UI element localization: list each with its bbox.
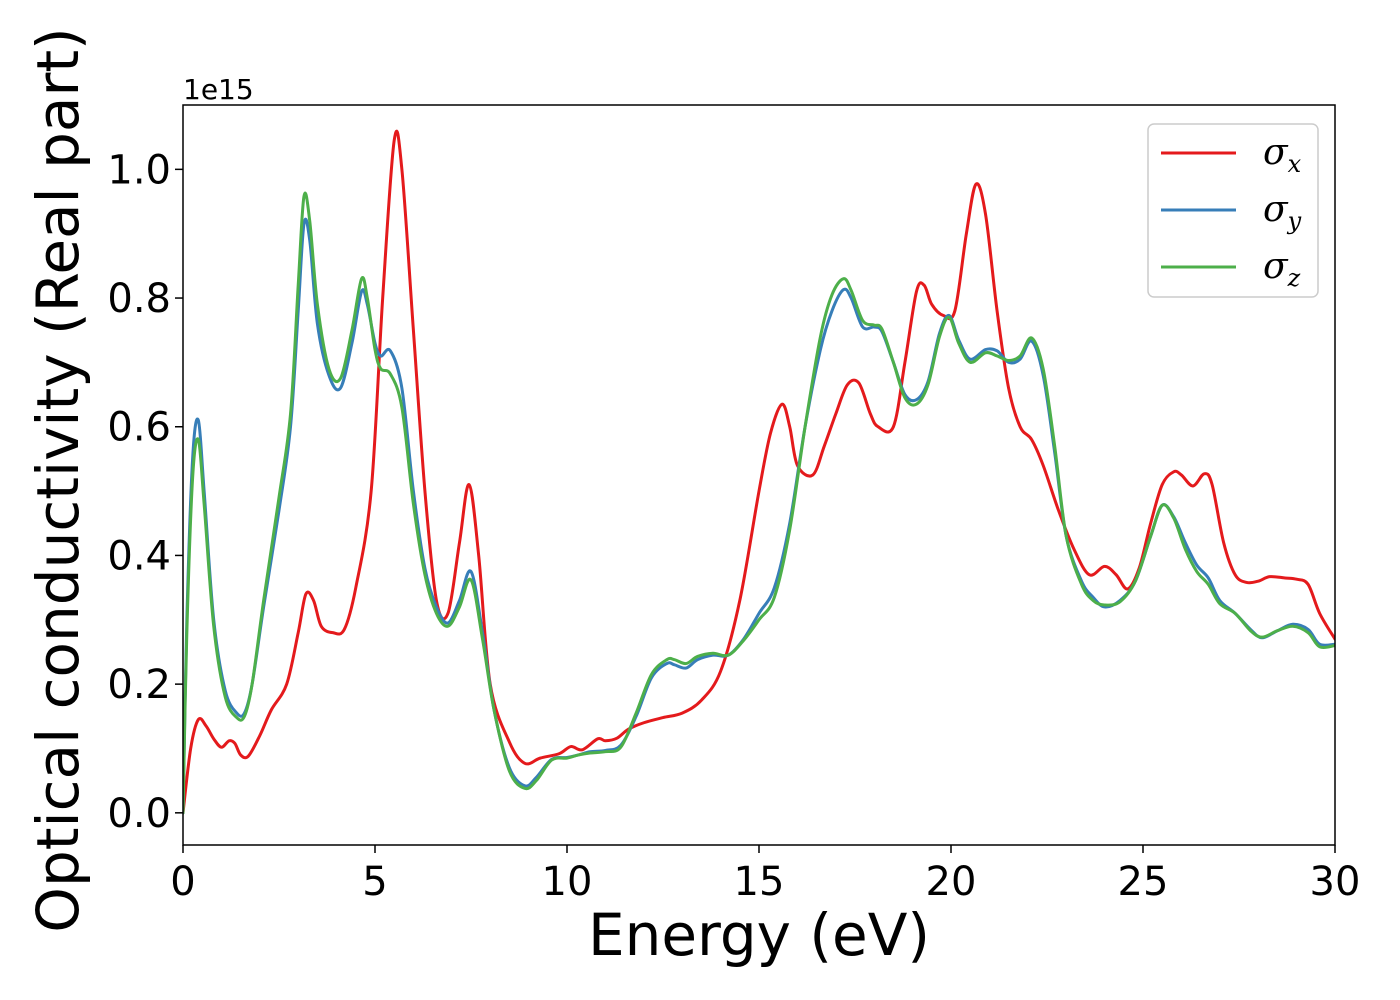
- series-line-y: [183, 217, 1335, 815]
- x-tick-label: 15: [734, 859, 785, 905]
- y-axis-ticks: 0.0 0.2 0.4 0.6 0.8 1.0: [107, 147, 183, 837]
- x-axis-label: Energy (eV): [588, 901, 930, 969]
- x-tick-label: 5: [362, 859, 387, 905]
- y-axis-offset-label: 1e15: [183, 73, 254, 106]
- y-axis-label: Optical conductivity (Real part): [24, 27, 92, 932]
- plot-lines: [183, 129, 1335, 815]
- x-tick-label: 20: [926, 859, 977, 905]
- y-tick-label: 0.4: [107, 533, 171, 579]
- x-tick-label: 30: [1310, 859, 1361, 905]
- x-axis-ticks: 0 5 10 15 20 25 30: [170, 845, 1360, 905]
- x-tick-label: 0: [170, 859, 195, 905]
- y-tick-label: 0.8: [107, 276, 171, 322]
- y-tick-label: 0.6: [107, 405, 171, 451]
- y-tick-label: 1.0: [107, 147, 171, 193]
- y-tick-label: 0.2: [107, 662, 171, 708]
- x-tick-label: 25: [1118, 859, 1169, 905]
- x-tick-label: 10: [542, 859, 593, 905]
- legend: σx σy σz: [1147, 123, 1319, 298]
- legend-label-z: σz: [1263, 246, 1301, 292]
- y-tick-label: 0.0: [107, 791, 171, 837]
- legend-label-y: σy: [1263, 189, 1302, 235]
- series-line-z: [183, 191, 1335, 815]
- legend-label-x: σx: [1263, 132, 1302, 178]
